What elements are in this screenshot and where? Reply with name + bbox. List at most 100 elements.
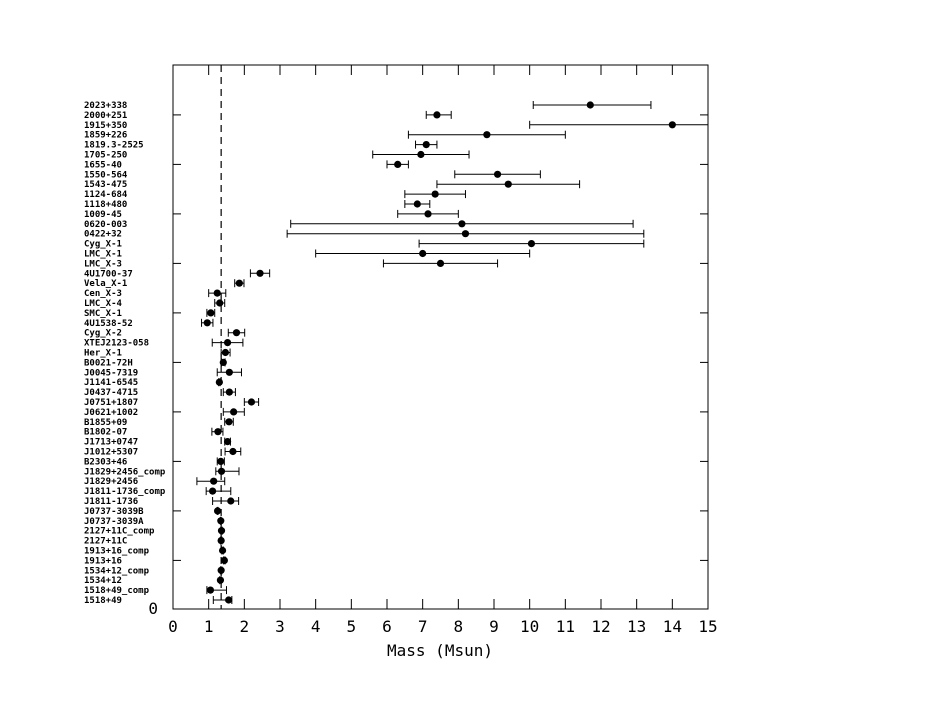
data-point	[232, 329, 241, 337]
data-points	[203, 101, 676, 604]
y-tick-label: B1802-07	[84, 428, 127, 438]
x-ticks	[172, 65, 709, 609]
data-point	[504, 180, 512, 188]
x-tick-label: 14	[663, 617, 682, 636]
y-tick-label: 1009-45	[84, 210, 122, 220]
data-point	[247, 398, 256, 406]
y-tick-label: 1859+226	[84, 131, 127, 141]
data-point	[217, 467, 226, 475]
y-tick-label: 4U1700-37	[84, 269, 133, 279]
data-point	[217, 457, 225, 465]
data-point	[210, 477, 218, 485]
y-tick-label: J0621+1002	[84, 408, 138, 418]
data-point	[220, 556, 228, 565]
x-tick-label: 8	[454, 617, 464, 636]
x-tick-label: 4	[311, 617, 321, 636]
data-point	[527, 240, 536, 248]
y-tick-label: Her_X-1	[84, 349, 122, 359]
x-axis-title: Mass (Msun)	[387, 641, 493, 660]
y-tick-label: Cyg_X-2	[84, 329, 122, 339]
data-point	[215, 378, 223, 386]
data-point	[213, 289, 221, 297]
data-point	[586, 101, 594, 109]
y-tick-label: 1655-40	[84, 160, 122, 170]
data-point	[413, 200, 421, 208]
y-tick-label: 2127+11C	[84, 537, 127, 547]
y-tick-label: 2000+251	[84, 111, 127, 121]
y-tick-label: 1534+12_comp	[84, 566, 150, 576]
y-tick-labels: 2023+3382000+2511915+3501859+2261819.3-2…	[84, 101, 166, 606]
y-tick-label: 1705-250	[84, 151, 127, 161]
data-point	[458, 220, 466, 228]
y-tick-label: 1819.3-2525	[84, 141, 144, 151]
data-point	[206, 586, 215, 594]
y-tick-label: J0751+1807	[84, 398, 138, 408]
data-point	[431, 190, 439, 198]
x-tick-label: 5	[347, 617, 357, 636]
y-tick-label: 1518+49	[84, 596, 122, 606]
data-point	[213, 507, 222, 515]
y-tick-label: 2127+11C_comp	[84, 527, 155, 537]
data-point	[436, 259, 445, 267]
data-point	[216, 576, 225, 584]
data-point	[483, 131, 491, 139]
y-tick-label: XTEJ2123-058	[84, 339, 149, 349]
y-tick-label: B2303+46	[84, 457, 127, 467]
y-tick-label: B1855+09	[84, 418, 127, 428]
data-point	[256, 269, 264, 277]
data-point	[225, 368, 233, 376]
x-tick-label: 1	[204, 617, 214, 636]
y-tick-label: 1550-564	[84, 170, 128, 180]
y-zero-label: 0	[148, 599, 158, 618]
y-tick-label: LMC_X-1	[84, 250, 122, 260]
data-point	[461, 230, 470, 238]
x-tick-label: 7	[418, 617, 428, 636]
data-point	[422, 141, 430, 149]
data-point	[419, 249, 427, 258]
x-tick-label: 3	[275, 617, 285, 636]
data-point	[217, 566, 225, 574]
data-point	[493, 170, 502, 178]
data-point	[221, 348, 230, 357]
data-point	[203, 319, 211, 327]
y-tick-label: 1118+480	[84, 200, 127, 210]
x-tick-label: 15	[698, 617, 717, 636]
y-tick-label: SMC_X-1	[84, 309, 122, 319]
data-point	[217, 537, 225, 545]
y-tick-label: J0437-4715	[84, 388, 138, 398]
x-tick-label: 11	[556, 617, 575, 636]
data-point	[424, 210, 432, 218]
y-tick-label: J1829+2456	[84, 477, 138, 487]
y-tick-label: Cyg_X-1	[84, 240, 122, 250]
y-tick-label: 1124-684	[84, 190, 128, 200]
y-tick-label: J1012+5307	[84, 448, 138, 458]
x-tick-labels: 0 1 2 3 4 5 6 7 8 9 10 11 12 13 14 15	[168, 617, 717, 636]
y-tick-label: J1829+2456_comp	[84, 467, 166, 477]
y-ticks	[173, 114, 708, 561]
data-point	[394, 160, 402, 168]
data-point	[207, 309, 215, 317]
y-tick-label: J1141-6545	[84, 378, 138, 388]
y-tick-label: Cen_X-3	[84, 289, 122, 299]
data-point	[217, 527, 226, 535]
data-point	[214, 428, 222, 436]
error-bars	[196, 101, 709, 604]
x-tick-label: 9	[489, 617, 499, 636]
data-point	[217, 517, 225, 525]
y-tick-label: J0737-3039B	[84, 507, 144, 517]
data-point	[230, 408, 238, 416]
x-tick-label: 2	[240, 617, 250, 636]
data-point	[229, 447, 237, 456]
data-point	[433, 111, 441, 119]
y-tick-label: 1915+350	[84, 121, 127, 131]
y-tick-label: LMC_X-4	[84, 299, 123, 309]
x-tick-label: 12	[591, 617, 610, 636]
y-tick-label: 1518+49_comp	[84, 586, 150, 596]
y-tick-label: 1543-475	[84, 180, 127, 190]
x-tick-label: 0	[168, 617, 178, 636]
data-point	[223, 339, 232, 347]
y-tick-label: 2023+338	[84, 101, 127, 111]
y-tick-label: 1534+12	[84, 576, 122, 586]
plot-frame	[172, 64, 709, 610]
